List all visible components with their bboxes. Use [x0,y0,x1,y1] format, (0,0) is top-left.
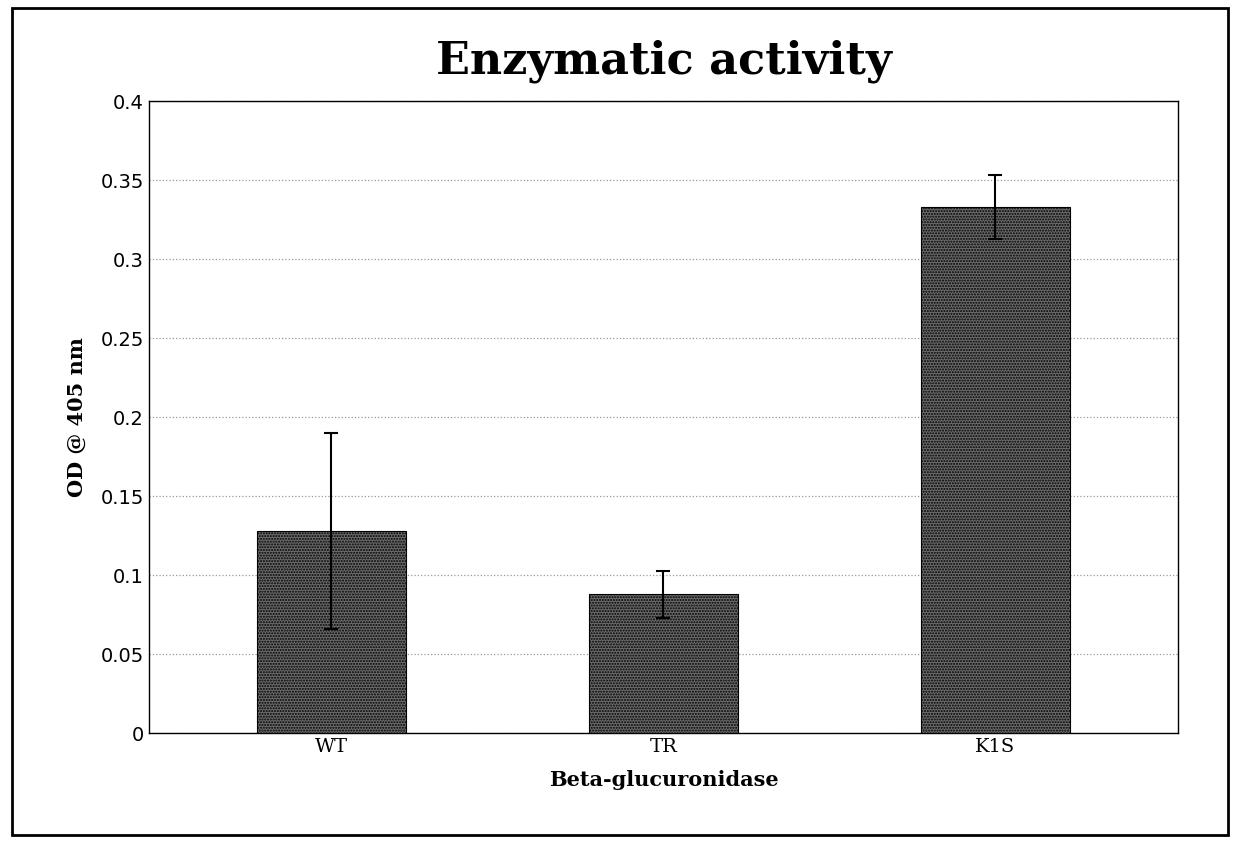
Y-axis label: OD @ 405 nm: OD @ 405 nm [67,337,87,497]
X-axis label: Beta-glucuronidase: Beta-glucuronidase [548,771,779,790]
Title: Enzymatic activity: Enzymatic activity [435,40,892,83]
Bar [589,594,738,733]
Bar [920,207,1070,733]
Bar [257,531,407,733]
